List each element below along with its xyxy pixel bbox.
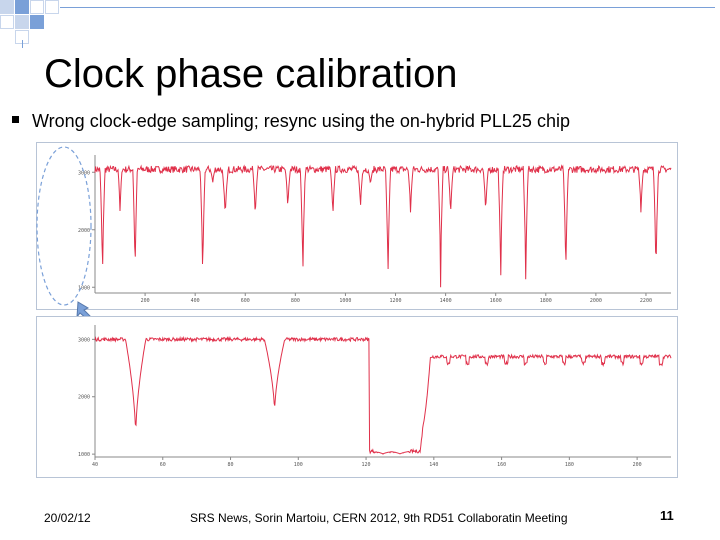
highlight-ellipse bbox=[36, 146, 92, 306]
x-tick-label: 180 bbox=[565, 462, 574, 468]
x-tick-label: 200 bbox=[633, 462, 642, 468]
x-tick-label: 200 bbox=[141, 298, 150, 304]
top-waveform-chart: 3000 2000 1000 200 400 600 800 1000 1200 1400 1600… bbox=[78, 155, 672, 304]
bullet-text: Wrong clock-edge sampling; resync using … bbox=[32, 111, 570, 131]
x-tick-label: 400 bbox=[191, 298, 200, 304]
x-tick-label: 1600 bbox=[490, 298, 502, 304]
y-tick-label: 3000 bbox=[78, 337, 90, 343]
x-tick-label: 160 bbox=[497, 462, 506, 468]
x-tick-label: 80 bbox=[228, 462, 234, 468]
header-rule bbox=[60, 7, 715, 8]
slide-title: Clock phase calibration bbox=[44, 52, 458, 96]
x-tick-label: 1200 bbox=[389, 298, 401, 304]
x-tick-label: 100 bbox=[294, 462, 303, 468]
y-tick-label: 2000 bbox=[78, 395, 90, 401]
x-tick-label: 2200 bbox=[640, 298, 652, 304]
top-waveform-panel: 3000 2000 1000 200 400 600 800 1000 1200 1400 1600… bbox=[36, 142, 678, 310]
x-tick-label: 60 bbox=[160, 462, 166, 468]
y-tick-label: 1000 bbox=[78, 452, 90, 458]
x-tick-label: 120 bbox=[362, 462, 371, 468]
footer-date: 20/02/12 bbox=[44, 511, 91, 525]
x-tick-label: 40 bbox=[92, 462, 98, 468]
bullet-marker bbox=[12, 116, 19, 123]
x-tick-label: 2000 bbox=[590, 298, 602, 304]
x-tick-label: 1800 bbox=[540, 298, 552, 304]
y-tick-label: 2000 bbox=[78, 228, 90, 234]
x-tick-label: 800 bbox=[291, 298, 300, 304]
waveform-series bbox=[94, 335, 672, 455]
x-tick-label: 1400 bbox=[440, 298, 452, 304]
y-tick-label: 3000 bbox=[78, 170, 90, 176]
bottom-waveform-panel: 3000 2000 1000 40 60 80 100 120 140 160 180 200 bbox=[36, 316, 678, 478]
header-rule-left bbox=[22, 40, 23, 48]
x-tick-label: 1000 bbox=[339, 298, 351, 304]
page-number: 11 bbox=[660, 508, 674, 523]
y-tick-label: 1000 bbox=[78, 285, 90, 291]
waveform-series bbox=[94, 164, 672, 288]
x-tick-label: 600 bbox=[241, 298, 250, 304]
footer-caption: SRS News, Sorin Martoiu, CERN 2012, 9th … bbox=[190, 511, 568, 525]
x-tick-label: 140 bbox=[429, 462, 438, 468]
